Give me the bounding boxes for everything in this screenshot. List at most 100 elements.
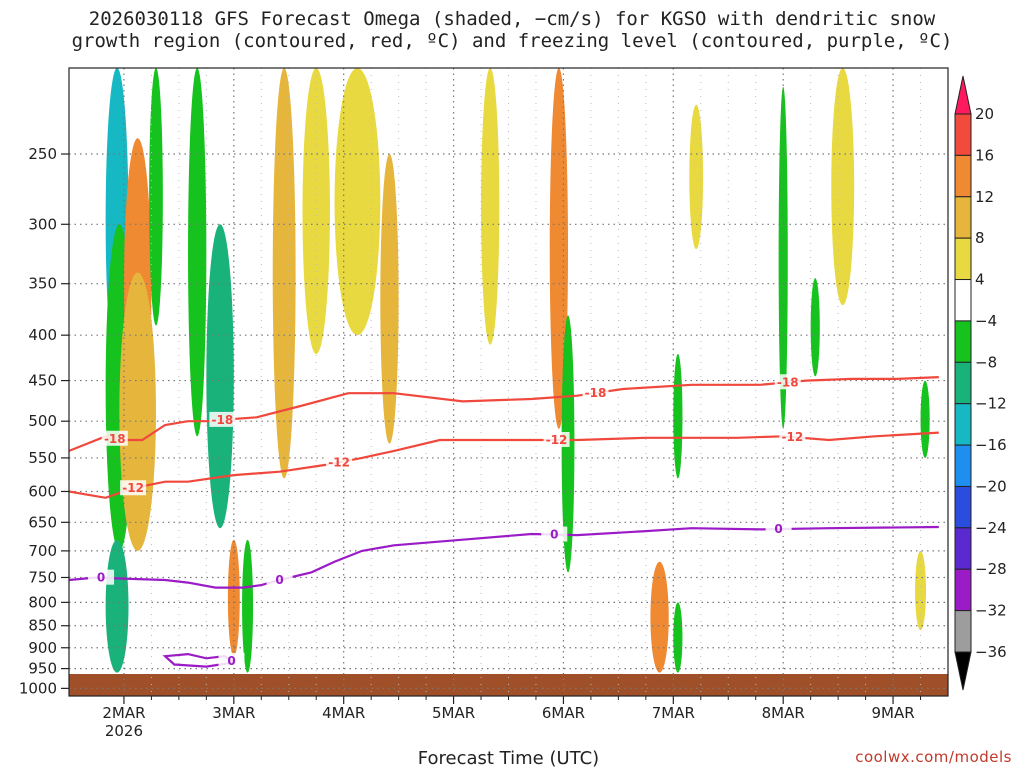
colorbar-label: 4: [975, 271, 985, 289]
y-tick-label: 500: [28, 412, 57, 430]
colorbar-swatch: [954, 527, 972, 570]
contour-label: -18: [104, 432, 126, 446]
omega-patch: [227, 539, 240, 657]
colorbar-swatch: [954, 361, 972, 405]
omega-patch: [206, 224, 234, 529]
colorbar-label: 12: [975, 188, 994, 206]
contour-label-bg: [543, 431, 570, 447]
y-tick-label: 550: [28, 449, 57, 467]
colorbar-extend-bottom: [954, 651, 972, 691]
colorbar-label: −28: [975, 560, 1007, 578]
colorbar-label: −32: [975, 602, 1007, 620]
contour-label-bg: [779, 429, 806, 445]
omega-patch: [810, 278, 820, 377]
contour-label-bg: [582, 385, 609, 401]
chart-title-line-1: 2026030118 GFS Forecast Omega (shaded, −…: [88, 8, 936, 30]
y-tick-label: 250: [28, 145, 57, 163]
x-tick-label: 9MAR: [871, 704, 914, 722]
colorbar-extend-top: [954, 75, 972, 115]
y-tick-label: 400: [28, 326, 57, 344]
contour-line: [69, 431, 939, 499]
colorbar-label: −4: [975, 312, 997, 330]
colorbar-swatch: [954, 568, 972, 612]
omega-patch: [105, 539, 129, 673]
contour-label-bg: [209, 411, 236, 427]
contour-label: 0: [97, 571, 105, 585]
contour-label: -12: [782, 430, 804, 444]
omega-patch: [302, 68, 330, 354]
colorbar-swatch: [954, 610, 972, 653]
contour-label: -18: [212, 413, 234, 427]
x-tick-sublabel: 2026: [105, 722, 143, 740]
colorbar-swatch: [954, 279, 972, 322]
colorbar-swatch: [954, 485, 972, 529]
x-tick-label: 3MAR: [212, 704, 255, 722]
colorbar-label: 20: [975, 105, 994, 123]
y-tick-label: 650: [28, 513, 57, 531]
colorbar-label: −16: [975, 436, 1007, 454]
chart-title-line-2: growth region (contoured, red, ºC) and f…: [71, 30, 953, 52]
omega-patch: [380, 154, 399, 444]
colorbar-label: 16: [975, 146, 994, 164]
omega-patch: [920, 380, 930, 458]
contour-label: 0: [275, 573, 283, 587]
colorbar-swatch: [954, 113, 972, 156]
colorbar-swatch: [954, 444, 972, 487]
y-tick-label: 850: [28, 617, 57, 635]
x-tick-label: 6MAR: [542, 704, 585, 722]
x-tick-label: 4MAR: [322, 704, 365, 722]
colorbar-label: −12: [975, 395, 1007, 413]
contour-label: -12: [122, 481, 144, 495]
colorbar-swatch: [954, 320, 972, 363]
y-tick-label: 1000: [19, 679, 57, 697]
omega-patch: [188, 68, 207, 437]
contour-label-bg: [218, 652, 245, 668]
colorbar-swatch: [954, 154, 972, 198]
contour-label: 0: [227, 654, 235, 668]
y-tick-label: 600: [28, 482, 57, 500]
y-tick-label: 900: [28, 639, 57, 657]
omega-patch: [778, 86, 788, 429]
colorbar-label: −36: [975, 643, 1007, 661]
colorbar-label: −8: [975, 353, 997, 371]
omega-patch: [915, 550, 927, 631]
omega-shading: [105, 68, 930, 673]
contour-label: -12: [546, 433, 568, 447]
y-tick-label: 450: [28, 372, 57, 390]
colorbar-label: −24: [975, 519, 1007, 537]
contour-label-bg: [765, 521, 792, 537]
y-tick-label: 950: [28, 660, 57, 678]
colorbar-label: 8: [975, 229, 985, 247]
contour-label: -12: [328, 455, 350, 469]
contour-label-bg: [266, 572, 293, 588]
omega-patch: [242, 539, 254, 673]
x-tick-label: 2MAR: [102, 704, 145, 722]
colorbar-label: −20: [975, 477, 1007, 495]
contour-label-bg: [541, 526, 568, 542]
omega-patch: [689, 104, 704, 250]
contour-label: 0: [550, 528, 558, 542]
credit-link[interactable]: coolwx.com/models: [855, 748, 1012, 766]
contour-label-bg: [120, 480, 147, 496]
x-tick-label: 7MAR: [652, 704, 695, 722]
omega-patch: [673, 602, 683, 673]
omega-patch: [149, 68, 163, 326]
contour-labels: -18 -18 -18 -18 -12 -12 -12 -12 0 0 0 0 0: [88, 374, 806, 668]
omega-patch: [272, 68, 296, 479]
omega-patch: [334, 68, 381, 336]
y-axis: 250 300 350 400 450 500 550 600 650 700 750 800 850 9…: [19, 145, 69, 697]
omega-patch: [650, 561, 669, 673]
omega-patch: [481, 68, 500, 345]
contour-label: -18: [777, 375, 799, 389]
chart-title: 2026030118 GFS Forecast Omega (shaded, −…: [0, 8, 1024, 52]
x-axis-title: Forecast Time (UTC): [418, 748, 599, 768]
colorbar-swatch: [954, 196, 972, 239]
contour-label-bg: [774, 374, 801, 390]
contour-label-bg: [88, 569, 115, 585]
colorbar: 20 16 12 8 4 −4 −8 −12 −16 −20 −24 −28 −32 −36: [954, 75, 1007, 691]
omega-patch: [673, 353, 683, 479]
x-tick-label: 8MAR: [762, 704, 805, 722]
omega-patch: [119, 272, 156, 551]
